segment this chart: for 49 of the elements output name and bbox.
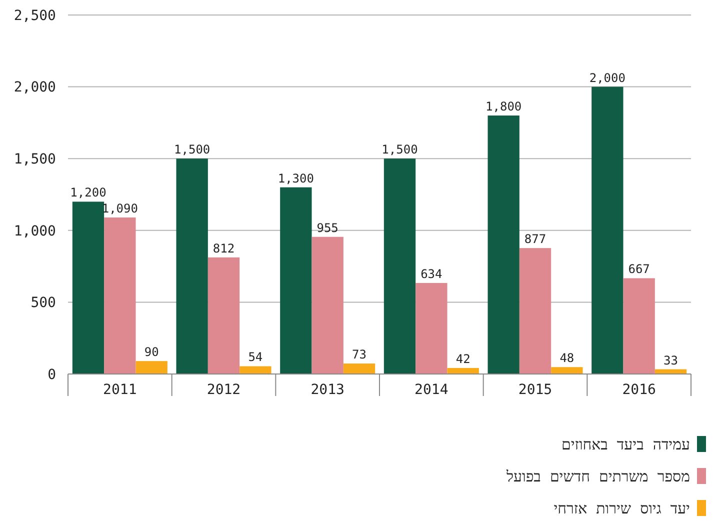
data-label: 1,500 (174, 142, 210, 157)
data-label: 90 (144, 345, 159, 360)
legend-label: עמידה ביעד באחוזים (561, 435, 690, 454)
bar (343, 364, 376, 374)
x-tick-label: 2011 (103, 382, 137, 398)
bar (519, 248, 552, 374)
bar (208, 257, 240, 374)
data-label: 1,800 (486, 100, 522, 114)
bar (176, 158, 208, 374)
x-tick-label: 2013 (310, 382, 344, 398)
bar (136, 361, 168, 374)
y-tick-label: 500 (30, 295, 56, 312)
y-tick-label: 2,000 (14, 80, 56, 96)
data-label: 1,500 (382, 142, 418, 157)
data-label: 33 (664, 353, 678, 368)
data-label: 42 (456, 352, 470, 366)
bar (104, 217, 136, 374)
legend-label: מספר משרתים חדשים בפועל (505, 467, 690, 486)
data-label: 54 (248, 350, 263, 364)
data-label: 1,200 (70, 186, 106, 200)
bar (384, 158, 416, 374)
y-tick-label: 2,500 (14, 8, 56, 24)
data-label: 73 (352, 348, 366, 362)
bar (623, 278, 655, 374)
bar (488, 116, 520, 374)
bar (416, 282, 448, 374)
data-label: 877 (524, 232, 546, 246)
bar (592, 86, 624, 374)
x-tick-label: 2015 (518, 382, 552, 398)
x-tick-label: 2014 (414, 382, 448, 398)
data-label: 812 (212, 241, 235, 256)
bar (280, 187, 312, 374)
bar (72, 202, 104, 374)
x-tick-label: 2016 (622, 382, 656, 398)
bar (447, 368, 479, 374)
x-tick-label: 2012 (206, 382, 241, 398)
y-tick-label: 1,500 (14, 152, 56, 168)
bar (240, 366, 272, 374)
data-label: 667 (628, 262, 650, 276)
legend-label: יעד גיוס שירות אזרחי (554, 499, 690, 518)
data-label: 955 (316, 220, 338, 235)
data-label: 2,000 (589, 70, 626, 85)
bar (312, 236, 344, 374)
data-label: 1,300 (278, 171, 314, 186)
bar (551, 367, 583, 374)
data-label: 48 (560, 351, 574, 366)
y-tick-label: 1,000 (14, 223, 56, 240)
y-tick-label: 0 (48, 366, 56, 383)
data-label: 634 (420, 266, 442, 281)
